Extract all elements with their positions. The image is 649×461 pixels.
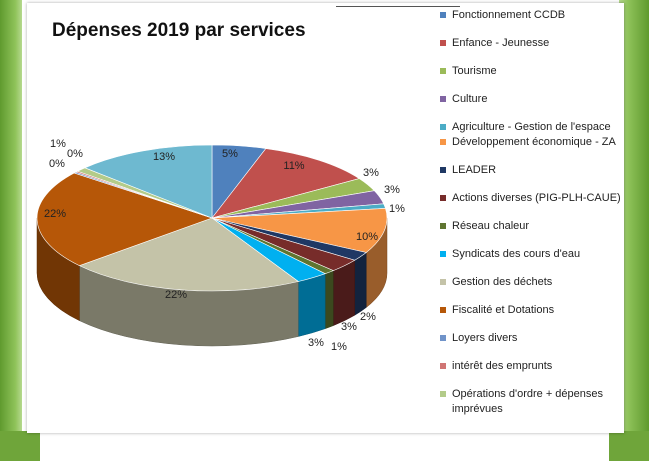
bottom-right-frame (609, 431, 649, 461)
legend-item: Enfance - Jeunesse (440, 36, 625, 64)
legend-label: intérêt des emprunts (452, 360, 553, 372)
legend-label: Réseau chaleur (452, 220, 530, 232)
legend-swatch (440, 167, 446, 173)
pie-slice-2 (211, 148, 361, 219)
legend-item: Agriculture - Gestion de l'espace (440, 120, 625, 135)
legend-swatch (440, 139, 446, 145)
pie-side-7 (354, 251, 367, 316)
data-label-3: 3% (363, 167, 379, 179)
data-label-2: 11% (283, 160, 304, 172)
legend-swatch (440, 307, 446, 313)
legend-label: Syndicats des cours d'eau (452, 248, 581, 260)
legend-label: Actions diverses (PIG-PLH-CAUE) (452, 192, 621, 204)
legend-swatch (440, 195, 446, 201)
data-label-1: 5% (222, 148, 238, 160)
legend-item: Culture (440, 92, 625, 120)
legend-swatch (440, 335, 446, 341)
legend-item: LEADER (440, 163, 625, 191)
top-rule (336, 6, 460, 7)
data-label-4: 3% (384, 184, 400, 196)
data-label-9: 1% (331, 341, 347, 353)
legend-item: Fonctionnement CCDB (440, 8, 625, 36)
legend-label: Tourisme (452, 65, 497, 77)
legend-item: Réseau chaleur (440, 219, 625, 247)
pie-side-10 (298, 273, 326, 337)
legend-swatch (440, 223, 446, 229)
data-label-11: 22% (165, 289, 187, 301)
legend-swatch (440, 279, 446, 285)
bottom-left-frame (0, 431, 40, 461)
chart-title: Dépenses 2019 par services (52, 20, 306, 41)
legend-label: Fonctionnement CCDB (452, 9, 566, 21)
legend-swatch (440, 96, 446, 102)
legend-label: Fiscalité et Dotations (452, 304, 555, 316)
legend-item: Gestion des déchets (440, 275, 625, 303)
pie-slice-11 (78, 217, 300, 292)
legend-label: LEADER (452, 164, 497, 176)
pie-slice-16 (84, 144, 213, 219)
legend-item: Tourisme (440, 64, 625, 92)
legend-label: Développement économique - ZA (452, 136, 616, 148)
legend-item: Syndicats des cours d'eau (440, 247, 625, 275)
pie-side-9 (324, 270, 334, 330)
data-label-12: 22% (44, 208, 66, 220)
data-label-7: 2% (360, 311, 376, 323)
legend-label: Gestion des déchets (452, 276, 553, 288)
legend-item: Développement économique - ZA (440, 135, 625, 163)
legend-swatch (440, 124, 446, 130)
legend-swatch (440, 40, 446, 46)
legend-label: Loyers divers (452, 332, 518, 344)
legend-item: Opérations d'ordre + dépenses imprévues (440, 387, 625, 417)
data-label-15: 1% (50, 138, 66, 150)
legend-swatch (440, 12, 446, 18)
data-label-13: 0% (49, 158, 65, 170)
legend-item: Actions diverses (PIG-PLH-CAUE) (440, 191, 625, 219)
legend-label: Opérations d'ordre + dépenses imprévues (452, 388, 604, 415)
legend-item: intérêt des emprunts (440, 359, 625, 387)
legend-label: Agriculture - Gestion de l'espace (452, 121, 611, 133)
pie-slice-6 (211, 208, 388, 253)
right-green-frame (619, 0, 649, 461)
legend-label: Enfance - Jeunesse (452, 37, 550, 49)
data-label-8: 3% (341, 321, 357, 333)
data-label-14: 0% (67, 148, 83, 160)
legend-swatch (440, 363, 446, 369)
data-label-16: 13% (153, 151, 175, 163)
chart-legend: Fonctionnement CCDB Enfance - Jeunesse Tou… (440, 8, 625, 417)
legend-item: Fiscalité et Dotations (440, 303, 625, 331)
pie-side-8 (333, 259, 355, 326)
data-label-5: 1% (389, 203, 405, 215)
legend-label: Culture (452, 93, 488, 105)
legend-item: Loyers divers (440, 331, 625, 359)
legend-swatch (440, 68, 446, 74)
legend-swatch (440, 251, 446, 257)
data-label-10: 3% (308, 337, 324, 349)
pie-slice-12 (36, 172, 213, 266)
data-label-6: 10% (356, 231, 378, 243)
legend-swatch (440, 391, 446, 397)
left-green-frame (0, 0, 22, 461)
